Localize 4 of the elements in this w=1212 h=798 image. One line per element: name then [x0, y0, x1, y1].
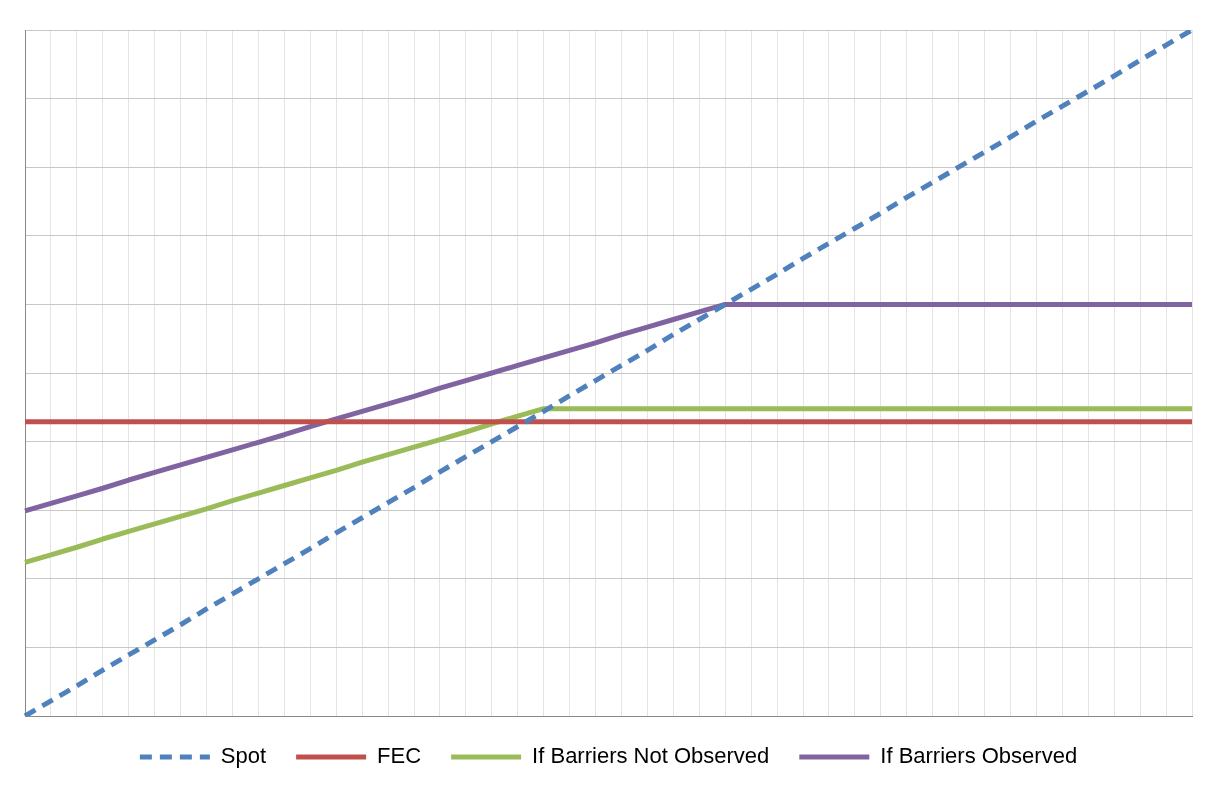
legend-label: Spot [220, 743, 267, 769]
legend-label: If Barriers Observed [880, 743, 1078, 769]
legend-label: FEC [377, 743, 422, 769]
legend-label: If Barriers Not Observed [532, 743, 770, 769]
